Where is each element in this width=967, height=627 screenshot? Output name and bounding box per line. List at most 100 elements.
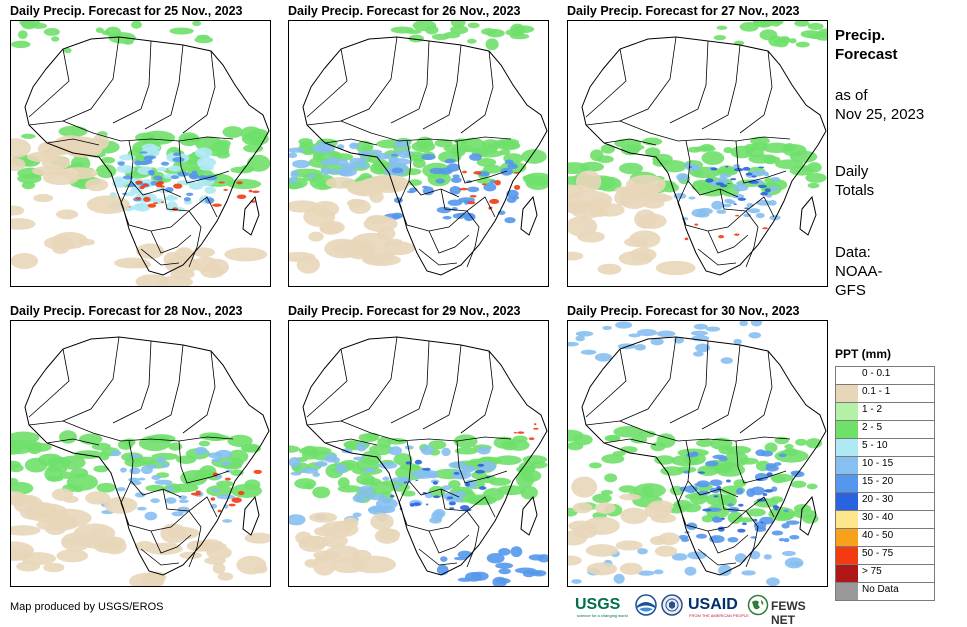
precip-cell [757, 184, 767, 188]
precip-cell [369, 149, 383, 155]
precip-cell [217, 572, 234, 581]
africa-coastline [24, 36, 270, 276]
precip-cell [173, 152, 180, 157]
precip-cell [448, 501, 456, 506]
legend-label: 20 - 30 [862, 494, 894, 505]
credit-text: Map produced by USGS/EROS [10, 601, 164, 613]
precip-cell [755, 212, 765, 219]
precip-map [10, 20, 271, 287]
country-border [28, 48, 70, 118]
country-border [603, 138, 657, 146]
precip-cell [173, 183, 183, 189]
country-border [46, 438, 100, 446]
country-border [619, 36, 677, 122]
precip-cell [769, 215, 781, 221]
precip-cell [249, 139, 264, 146]
precip-cell [43, 27, 60, 36]
precip-map [567, 20, 828, 287]
precip-cell [794, 21, 810, 27]
precip-cell [349, 157, 367, 165]
country-border [140, 248, 180, 266]
precip-cell [697, 465, 719, 476]
precip-cell [403, 481, 409, 484]
precip-cell [716, 25, 728, 30]
precip-map [288, 320, 549, 587]
precip-cell [122, 175, 134, 180]
precip-cell [727, 511, 743, 524]
precip-cell [171, 511, 184, 517]
precip-cell [747, 208, 761, 214]
country-border [735, 140, 787, 184]
precip-cell [378, 462, 398, 469]
precip-cell [128, 454, 142, 458]
precip-cell [289, 178, 299, 184]
precip-cell [671, 553, 688, 561]
legend-item: 2 - 5 [835, 420, 935, 438]
precip-cell [311, 144, 336, 153]
legend-label: 1 - 2 [862, 404, 883, 415]
precip-cell [494, 180, 501, 186]
precip-cell [365, 432, 380, 441]
precip-cell [404, 445, 414, 450]
precip-cell [744, 207, 750, 210]
country-border [140, 548, 180, 566]
precip-cell [206, 485, 234, 497]
precip-cell [408, 34, 424, 43]
precip-cell [712, 516, 721, 523]
precip-cell [21, 133, 36, 139]
precip-cell [244, 532, 270, 544]
precip-cell [154, 479, 173, 485]
precip-cell [406, 190, 416, 194]
precip-cell [315, 554, 331, 562]
precip-cell [445, 158, 456, 163]
precip-cell [152, 202, 158, 205]
precip-cell [467, 201, 476, 205]
precip-cell [156, 166, 167, 172]
precip-cell [218, 181, 225, 184]
precip-cell [236, 181, 243, 185]
precip-cell [750, 536, 757, 539]
precip-cell [160, 201, 165, 203]
precip-cell [521, 149, 547, 164]
precip-cell [86, 195, 130, 215]
precip-cell [391, 212, 404, 219]
precip-cell [731, 193, 745, 199]
precip-cell [636, 329, 658, 337]
precip-cell [204, 186, 216, 194]
country-border [178, 440, 230, 484]
country-border [120, 480, 190, 532]
as-of-label: as of [835, 87, 868, 104]
country-border [390, 40, 430, 124]
precip-cell [481, 139, 501, 150]
precip-cell [688, 196, 696, 200]
precip-cell [26, 503, 69, 523]
totals-line2: Totals [835, 182, 875, 199]
precip-cell [168, 442, 183, 451]
precip-cell [789, 38, 797, 44]
precip-cell [186, 192, 194, 197]
precip-cell [449, 507, 455, 510]
precip-cell [718, 445, 735, 455]
precip-cell [690, 330, 708, 336]
precip-cell [605, 434, 621, 442]
country-border [150, 230, 192, 254]
precip-cell [628, 333, 641, 338]
precip-cell [204, 556, 226, 565]
precip-cell [73, 485, 84, 493]
precip-cell [335, 158, 349, 166]
country-border [182, 350, 216, 434]
precip-cell [431, 511, 443, 522]
partner-logos: USGS science for a changing world USAID … [575, 594, 830, 627]
precip-cell [684, 237, 689, 241]
precip-cell [654, 455, 675, 465]
precip-cell [377, 528, 401, 540]
country-border [745, 546, 755, 568]
precip-cell [510, 546, 523, 558]
precip-cell [210, 497, 216, 501]
precip-cell [471, 471, 488, 480]
precip-cell [735, 214, 740, 217]
precip-cell [533, 427, 539, 430]
country-border [707, 230, 749, 254]
precip-cell [600, 489, 613, 496]
precip-cell [141, 143, 158, 151]
